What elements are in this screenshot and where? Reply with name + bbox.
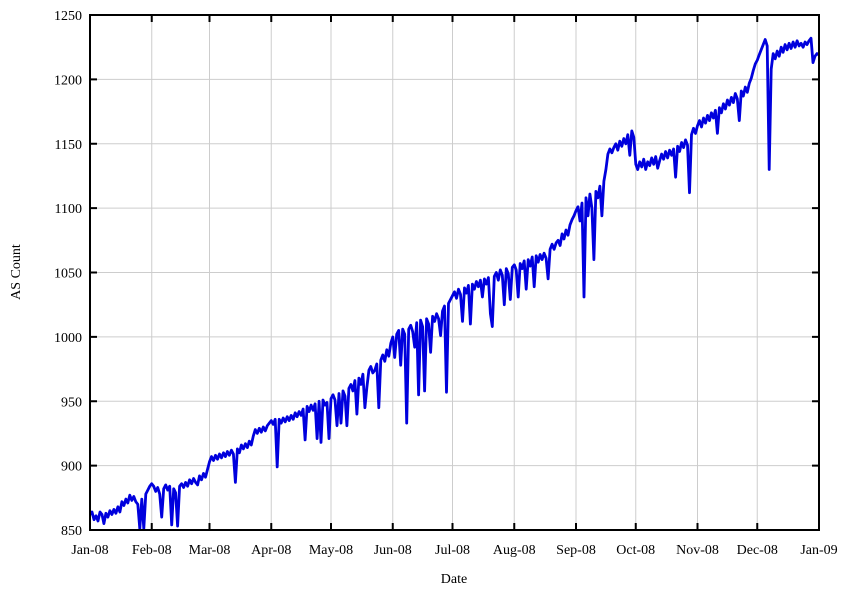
x-tick-label: Apr-08: [251, 543, 291, 558]
x-tick-label: Oct-08: [616, 543, 655, 558]
gridlines: [90, 15, 819, 530]
x-tick-label: Feb-08: [132, 543, 172, 558]
y-tick-label: 1250: [54, 9, 82, 24]
y-tick-label: 850: [61, 524, 82, 539]
y-tick-label: 1150: [55, 138, 82, 153]
x-tick-label: Aug-08: [493, 543, 536, 558]
x-tick-label: May-08: [309, 543, 353, 558]
data-series: [89, 36, 820, 531]
x-tick-label: Dec-08: [737, 543, 778, 558]
x-tick-label: Mar-08: [189, 543, 231, 558]
y-axis-title: AS Count: [9, 244, 24, 300]
axis-ticks: [89, 14, 820, 531]
y-tick-label: 1000: [54, 331, 82, 346]
y-tick-label: 1100: [55, 202, 82, 217]
y-tick-label: 1200: [54, 73, 82, 88]
y-tick-label: 950: [61, 395, 82, 410]
y-tick-label: 900: [61, 460, 82, 475]
tick-labels: 850 900 950 1000 1050 1100 1150 1200 1250 Jan-08 F…: [54, 9, 838, 558]
y-tick-label: 1050: [54, 267, 82, 282]
x-tick-label: Jan-08: [71, 543, 108, 558]
x-tick-label: Jan-09: [800, 543, 837, 558]
x-axis-title: Date: [440, 572, 468, 587]
x-tick-label: Jun-08: [374, 543, 412, 558]
x-tick-label: Nov-08: [676, 543, 719, 558]
x-tick-label: Sep-08: [556, 543, 596, 558]
x-tick-label: Jul-08: [435, 543, 470, 558]
